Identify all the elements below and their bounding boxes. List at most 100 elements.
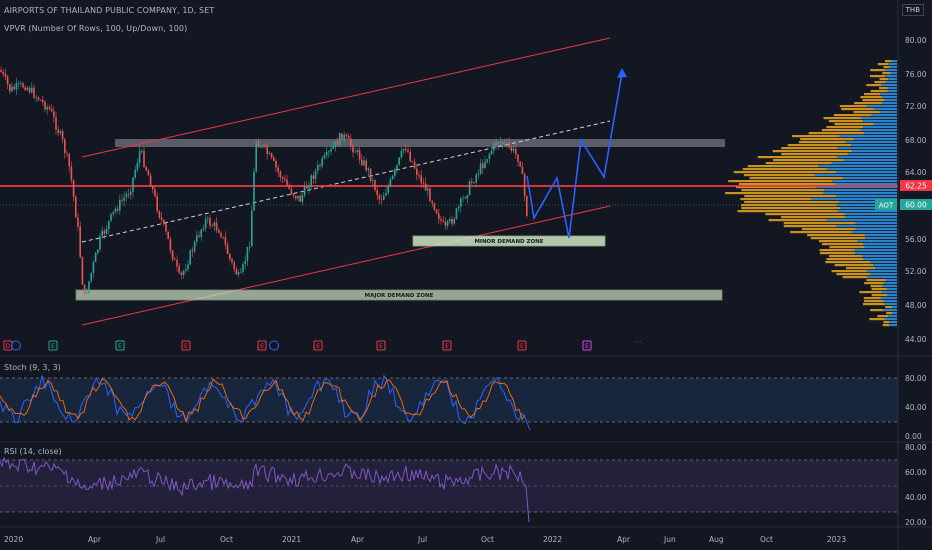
projection-path[interactable] — [526, 72, 623, 239]
candle — [435, 208, 438, 215]
event-marker[interactable]: E — [115, 340, 125, 351]
candle — [215, 217, 218, 233]
candle — [48, 104, 51, 111]
event-marker[interactable]: E — [582, 340, 592, 351]
candle — [196, 229, 198, 246]
vp-bar-up — [884, 99, 897, 102]
candle — [411, 160, 414, 163]
vp-bar-down — [821, 129, 861, 132]
candle — [248, 241, 251, 252]
candle — [178, 263, 180, 275]
vp-bar-down — [728, 180, 832, 183]
candle — [284, 174, 286, 183]
candle — [391, 174, 394, 181]
candle — [376, 186, 378, 200]
event-marker[interactable]: E — [313, 340, 323, 351]
symbol-label: AOT — [879, 202, 894, 210]
candle — [497, 141, 499, 151]
vp-bar-up — [882, 285, 897, 288]
vp-bar-up — [863, 243, 897, 246]
channel-mid-line[interactable] — [81, 120, 611, 243]
candle — [121, 194, 123, 205]
candle — [464, 196, 466, 200]
vp-bar-up — [864, 234, 897, 237]
vp-bar-down — [831, 270, 867, 273]
candle — [519, 160, 521, 168]
candle — [330, 144, 332, 156]
event-marker[interactable]: E — [442, 340, 452, 351]
minor-demand-zone[interactable] — [412, 235, 606, 247]
candle — [471, 177, 473, 186]
candle — [0, 66, 2, 73]
event-marker[interactable]: E — [181, 340, 191, 351]
candle — [229, 253, 231, 262]
candle — [220, 230, 222, 239]
channel-upper-line[interactable] — [81, 37, 611, 158]
vp-bar-down — [883, 321, 890, 324]
vp-bar-up — [845, 141, 897, 144]
candle — [136, 158, 139, 173]
vp-bar-down — [819, 252, 856, 255]
candle — [171, 249, 174, 262]
candle — [490, 148, 493, 155]
candle — [255, 139, 257, 174]
event-marker[interactable]: D — [3, 340, 13, 351]
event-marker[interactable]: E — [48, 340, 58, 351]
vp-bar-down — [737, 210, 838, 213]
candle — [187, 259, 189, 272]
last-price-label: 60.00 — [905, 201, 927, 210]
rsi-tick-60: 60.00 — [905, 468, 927, 477]
time-tick: Aug — [709, 535, 724, 544]
candle — [108, 220, 110, 235]
time-tick: Jul — [417, 535, 427, 544]
vp-bar-down — [738, 183, 835, 186]
vp-bar-down — [821, 243, 864, 246]
vp-bar-up — [814, 174, 897, 177]
vp-bar-down — [853, 111, 881, 114]
major-demand-zone[interactable] — [75, 289, 723, 301]
candle — [506, 137, 508, 149]
candle — [281, 175, 284, 184]
vp-bar-up — [815, 186, 897, 189]
vp-bar-down — [869, 75, 886, 78]
candle — [237, 269, 240, 278]
resistance-zone[interactable] — [115, 139, 725, 147]
candle — [134, 165, 136, 180]
candle — [88, 280, 90, 295]
candle — [451, 215, 453, 227]
vp-bar-down — [864, 282, 884, 285]
event-marker[interactable]: E — [517, 340, 527, 351]
vp-bar-up — [844, 213, 897, 216]
candle — [103, 228, 106, 240]
candle — [198, 231, 200, 239]
candle — [174, 256, 176, 261]
vp-bar-down — [866, 84, 882, 87]
candle — [323, 152, 326, 160]
vp-bar-up — [835, 171, 897, 174]
vp-bar-down — [798, 141, 846, 144]
candle — [416, 164, 418, 181]
candle — [378, 193, 381, 204]
event-marker[interactable]: E — [257, 340, 267, 351]
candle — [253, 167, 255, 212]
candle — [31, 82, 33, 94]
candle — [350, 134, 352, 150]
more-events-icon[interactable]: ··· — [635, 338, 642, 346]
vp-bar-down — [877, 315, 889, 318]
vp-bar-down — [874, 81, 886, 84]
candle — [444, 216, 447, 230]
vp-bar-up — [888, 315, 897, 318]
event-marker[interactable]: E — [376, 340, 386, 351]
vp-bar-up — [873, 264, 897, 267]
vp-bar-down — [781, 216, 846, 219]
candle — [310, 173, 312, 189]
candle — [466, 194, 469, 204]
time-tick: Jun — [663, 535, 676, 544]
vp-bar-down — [863, 297, 881, 300]
vp-bar-up — [855, 252, 897, 255]
channel-lower-line[interactable] — [81, 205, 611, 326]
vp-bar-down — [790, 231, 852, 234]
time-tick: 2020 — [4, 535, 23, 544]
vp-bar-up — [887, 294, 897, 297]
